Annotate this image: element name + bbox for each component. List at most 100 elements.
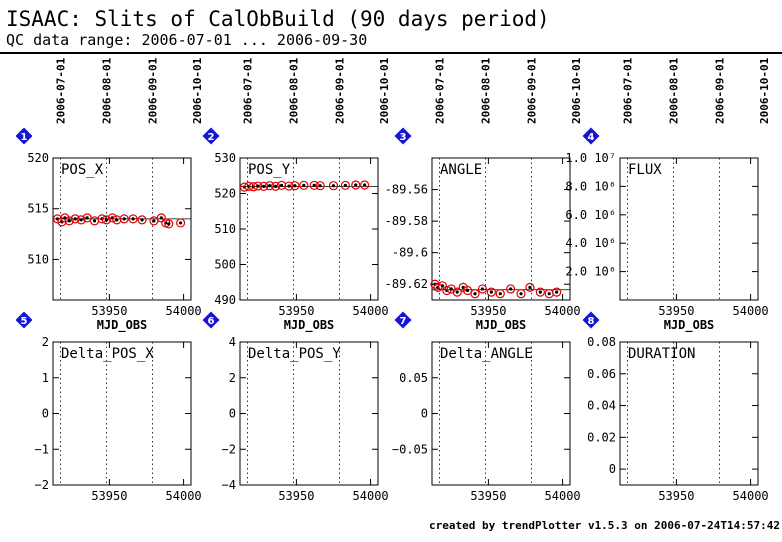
y-tick-label: -89.62 xyxy=(385,277,428,291)
data-point xyxy=(70,214,80,224)
data-point xyxy=(137,215,147,225)
data-point-center xyxy=(262,184,266,188)
y-tick-label: 0 xyxy=(229,407,236,421)
data-point-center xyxy=(473,292,477,296)
panel-title: ANGLE xyxy=(440,162,482,178)
data-point xyxy=(340,180,350,190)
data-point xyxy=(128,214,138,224)
y-tick-label: -89.58 xyxy=(385,214,428,228)
plot-frame xyxy=(239,341,379,486)
y-tick-label: 0.05 xyxy=(399,371,428,385)
data-point-center xyxy=(509,287,513,291)
x-tick-label: 54000 xyxy=(545,489,581,503)
panel-number-badge xyxy=(582,127,600,145)
plot-frame xyxy=(431,157,571,301)
data-point-center xyxy=(466,288,470,293)
panel-6: 53950 54000 −4 −2 0 2 4 Delta_POS_Y 6 xyxy=(202,311,389,503)
x-tick-label: 53950 xyxy=(470,304,506,318)
y-tick-label: 1.0 10⁷ xyxy=(565,151,616,165)
y-tick-label: 510 xyxy=(214,222,236,236)
x-tick-label: 54000 xyxy=(733,304,769,318)
data-point-center xyxy=(489,290,493,294)
data-point xyxy=(76,215,86,225)
y-tick-label: 2 xyxy=(42,335,49,349)
data-point-center xyxy=(343,183,347,187)
y-tick-label: 4 xyxy=(229,335,236,349)
data-point-center xyxy=(104,218,109,222)
y-tick-label: 6.0 10⁶ xyxy=(565,208,616,222)
data-point xyxy=(516,289,526,299)
y-tick-label: 500 xyxy=(214,258,236,272)
x-tick-label: 53950 xyxy=(278,489,314,503)
page-subtitle: QC data range: 2006-07-01 ... 2006-09-30 xyxy=(6,31,368,49)
panel-5: 53950 54000 −2 −1 0 1 2 Delta_POS_X 5 xyxy=(15,311,202,503)
panel-2: 53950 54000 490 500 510 520 530 POS_Y MJD_OBS 2 20… xyxy=(202,57,391,333)
plot-frame xyxy=(239,157,379,301)
data-point xyxy=(463,285,473,296)
plot-frame xyxy=(52,341,192,486)
y-tick-label: 0 xyxy=(42,407,49,421)
panel-3: 53950 54000 -89.56 -89.58 -89.6 -89.62 ANGLE MJ… xyxy=(385,57,583,333)
panel-title: POS_Y xyxy=(248,162,291,178)
x-axis-label: MJD_OBS xyxy=(664,318,715,333)
y-tick-label: 0 xyxy=(421,407,428,421)
panel-title: Delta_ANGLE xyxy=(440,346,533,362)
data-point-center xyxy=(179,221,183,225)
data-point-center xyxy=(555,290,559,294)
panel-4: 53950 54000 2.0 10⁶ 4.0 10⁶ 6.0 10⁶ 8.0 10⁶ 1.… xyxy=(565,57,771,333)
plot-frame xyxy=(431,341,571,486)
panel-number: 1 xyxy=(21,132,28,143)
plot-frame xyxy=(619,157,759,301)
x-tick-label: 53950 xyxy=(658,489,694,503)
data-point-center xyxy=(363,183,367,187)
y-tick-label: 510 xyxy=(27,252,49,266)
data-point-center xyxy=(287,184,291,188)
data-point-center xyxy=(440,284,444,288)
data-point xyxy=(176,218,186,228)
data-point xyxy=(433,282,443,292)
date-label: 2006-08-01 xyxy=(100,57,113,124)
x-axis-label: MJD_OBS xyxy=(97,318,148,333)
data-point xyxy=(315,181,325,191)
panel-number: 7 xyxy=(400,316,407,327)
data-point-center xyxy=(331,184,336,188)
data-point-center xyxy=(73,217,77,221)
data-point-center xyxy=(302,183,306,187)
data-point xyxy=(259,181,269,191)
y-tick-label: 520 xyxy=(27,151,49,165)
date-label: 2006-07-01 xyxy=(241,57,254,124)
y-tick-label: 2.0 10⁶ xyxy=(565,265,616,279)
data-point-center xyxy=(354,183,358,187)
data-point xyxy=(271,181,281,191)
date-label: 2006-09-01 xyxy=(713,57,726,124)
y-tick-label: −0.05 xyxy=(392,442,428,456)
data-point xyxy=(506,284,516,294)
data-point xyxy=(351,180,361,190)
data-point-center xyxy=(152,219,156,223)
panel-number: 8 xyxy=(588,316,595,327)
panel-title: FLUX xyxy=(628,162,662,178)
data-point xyxy=(486,287,496,297)
panel-number: 2 xyxy=(208,132,215,143)
y-tick-label: 8.0 10⁶ xyxy=(565,179,616,193)
data-point-center xyxy=(547,292,551,296)
x-tick-label: 53950 xyxy=(91,304,127,318)
data-point xyxy=(470,289,480,299)
date-label: 2006-10-01 xyxy=(378,57,391,124)
data-point-center xyxy=(480,287,485,291)
plot-frame xyxy=(619,341,759,486)
data-point xyxy=(119,214,129,224)
x-axis-label: MJD_OBS xyxy=(284,318,335,333)
data-point-center xyxy=(115,218,119,222)
data-point-center xyxy=(279,183,284,187)
y-tick-label: 2 xyxy=(229,371,236,385)
x-tick-label: 54000 xyxy=(166,489,202,503)
data-point xyxy=(101,215,112,225)
data-point xyxy=(290,181,300,191)
y-tick-label: −2 xyxy=(35,478,49,492)
data-point xyxy=(328,181,339,191)
data-point xyxy=(164,219,174,229)
data-point xyxy=(253,181,263,191)
data-point-center xyxy=(312,183,316,187)
